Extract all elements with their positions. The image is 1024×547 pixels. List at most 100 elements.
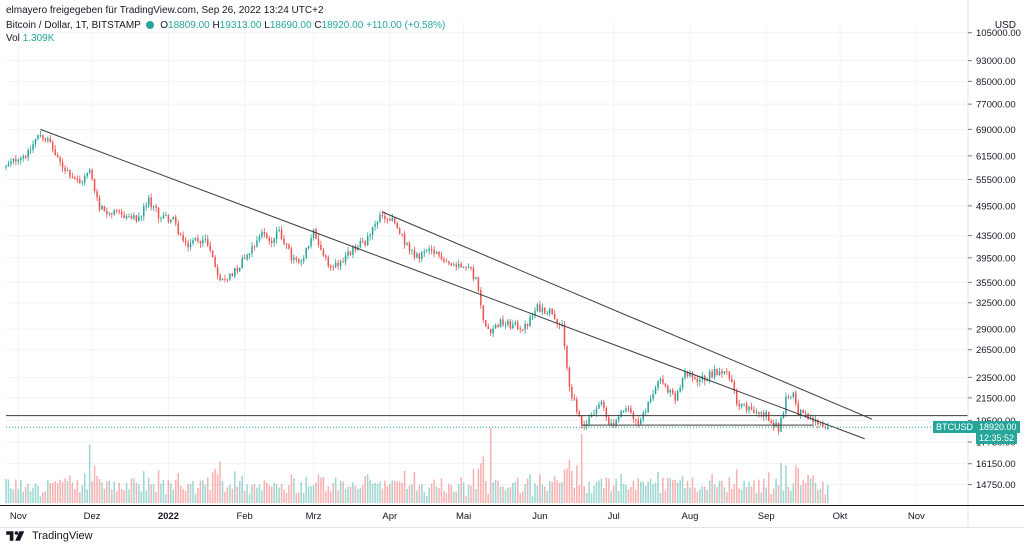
volume-bar (74, 489, 76, 503)
candle-body (182, 234, 184, 241)
candle-body (379, 214, 381, 223)
volume-bar (667, 478, 669, 503)
volume-bar (258, 484, 261, 503)
candle-body (226, 279, 229, 281)
candle-body (617, 416, 620, 421)
volume-bar (133, 478, 135, 503)
candle-body (184, 240, 187, 243)
volume-bar (721, 480, 723, 503)
candle-body (189, 243, 192, 248)
candle-body (349, 251, 352, 255)
candle-body (83, 176, 86, 183)
candle-body (723, 371, 726, 374)
volume-bar (642, 481, 644, 503)
candle-body (165, 215, 167, 217)
volume-bar (54, 481, 56, 503)
volume-bar (489, 428, 492, 503)
candle-body (728, 371, 731, 380)
candle-body (625, 408, 627, 412)
volume-bar (819, 488, 822, 503)
volume-bar (612, 485, 615, 503)
volume-bar (179, 485, 182, 503)
candle-body (61, 162, 64, 168)
volume-bar (349, 486, 352, 503)
volume-bar (541, 484, 544, 503)
candle-body (657, 380, 659, 388)
volume-bar (765, 487, 768, 503)
volume-bar (603, 488, 605, 503)
volume-legend[interactable]: Vol 1.309K (6, 33, 54, 44)
candle-body (499, 319, 502, 328)
high-label: H (212, 20, 220, 31)
x-tick-label: Jul (608, 511, 620, 522)
candle-body (423, 251, 426, 253)
candle-body (485, 320, 487, 327)
volume-bar (39, 496, 42, 503)
volume-bar (497, 480, 499, 503)
candle-body (664, 383, 667, 386)
volume-bar (300, 482, 303, 503)
volume-bar (772, 488, 775, 503)
x-tick-label: Apr (382, 511, 397, 522)
volume-bar (814, 482, 817, 503)
candle-body (804, 413, 807, 415)
candle-body (497, 324, 499, 328)
volume-bar (509, 487, 512, 503)
candle-body (170, 219, 172, 222)
volume-bar (713, 484, 716, 503)
volume-bar (278, 487, 280, 503)
volume-bar (558, 482, 561, 503)
candle-body (699, 379, 701, 383)
symbol-legend[interactable]: Bitcoin / Dollar, 1T, BITSTAMP O18809.00… (6, 20, 445, 31)
x-tick-label: Nov (10, 511, 27, 522)
candle-body (135, 215, 138, 222)
candle-body (492, 328, 494, 334)
volume-bar (61, 481, 64, 503)
volume-bar (802, 480, 804, 503)
volume-bar (224, 491, 226, 503)
volume-bar (344, 488, 347, 503)
candle-body (366, 236, 369, 246)
candle-body (610, 423, 613, 425)
volume-bar (280, 484, 283, 503)
drawing-layer[interactable] (6, 128, 968, 440)
candle-body (706, 379, 708, 381)
volume-bar (750, 486, 753, 503)
volume-bar (809, 478, 812, 503)
trendline (40, 128, 865, 440)
volume-bar (352, 482, 354, 503)
candle-body (689, 372, 691, 377)
volume-value: 1.309K (22, 33, 55, 44)
volume-bar (536, 485, 539, 503)
y-tick-label: 43500.00 (976, 231, 1016, 242)
volume-bar (7, 479, 10, 503)
candle-body (669, 390, 672, 393)
candle-body (620, 411, 622, 417)
volume-bar (398, 481, 401, 503)
volume-bar (684, 487, 686, 503)
volume-bar (561, 481, 563, 503)
y-tick-label: 69000.00 (976, 125, 1016, 136)
volume-bar (219, 461, 221, 503)
candle-body (317, 238, 320, 245)
candle-body (684, 371, 686, 378)
volume-bar (430, 483, 433, 503)
volume-bar (106, 481, 108, 503)
volume-bar (516, 477, 519, 503)
volume-bar (526, 478, 529, 503)
candle-body (760, 412, 763, 414)
candle-body (305, 248, 307, 259)
candle-body (69, 170, 71, 177)
candle-body (731, 379, 733, 383)
volume-bar (101, 482, 103, 503)
volume-bar (679, 480, 681, 503)
footer-brand[interactable]: TradingView (6, 528, 93, 544)
candle-body (681, 377, 684, 388)
x-tick-label: Jun (532, 511, 547, 522)
volume-bar (312, 484, 315, 503)
change-value: +110.00 (+0.58%) (366, 20, 446, 31)
y-tick-label: 49500.00 (976, 201, 1016, 212)
volume-bar (288, 484, 290, 503)
volume-bar (406, 488, 408, 503)
